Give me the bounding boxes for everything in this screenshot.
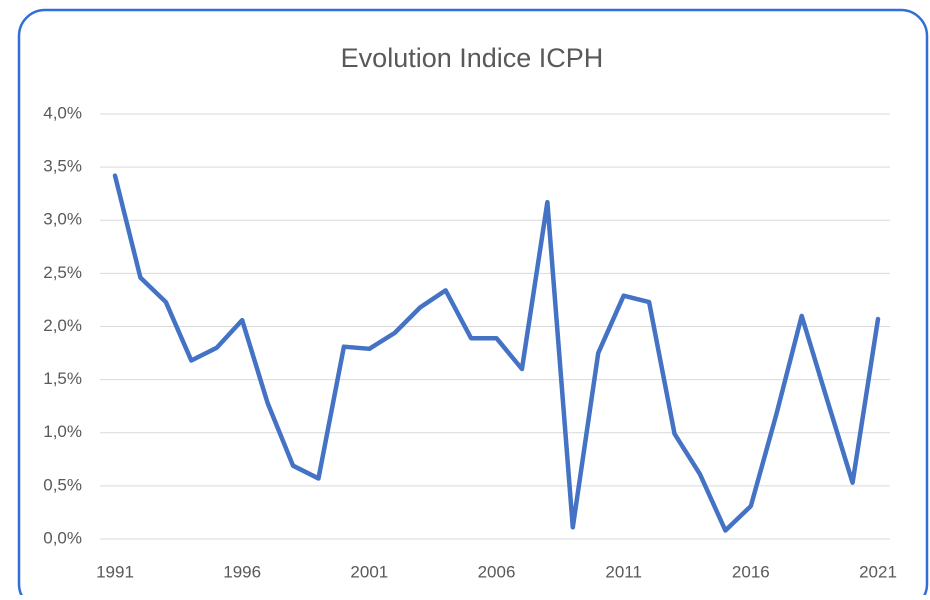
y-tick-label: 2,5%	[43, 263, 82, 282]
x-tick-label: 2006	[478, 562, 516, 581]
y-tick-label: 0,5%	[43, 475, 82, 494]
y-tick-label: 3,5%	[43, 157, 82, 176]
x-tick-label: 1991	[96, 562, 134, 581]
card	[17, 8, 929, 600]
y-tick-label: 1,5%	[43, 369, 82, 388]
chart-title: Evolution Indice ICPH	[341, 43, 604, 73]
x-tick-label: 2011	[605, 562, 642, 581]
x-tick-label: 1996	[223, 562, 261, 581]
y-tick-label: 3,0%	[43, 210, 82, 229]
y-tick-label: 0,0%	[43, 528, 82, 547]
x-tick-label: 2001	[350, 562, 388, 581]
x-tick-label: 2021	[859, 562, 897, 581]
line	[112, 173, 881, 533]
x-tick-label: 2016	[732, 562, 770, 581]
y-tick-label: 4,0%	[43, 103, 82, 122]
y-tick-label: 1,0%	[43, 422, 82, 441]
y-tick-label: 2,0%	[43, 316, 82, 335]
